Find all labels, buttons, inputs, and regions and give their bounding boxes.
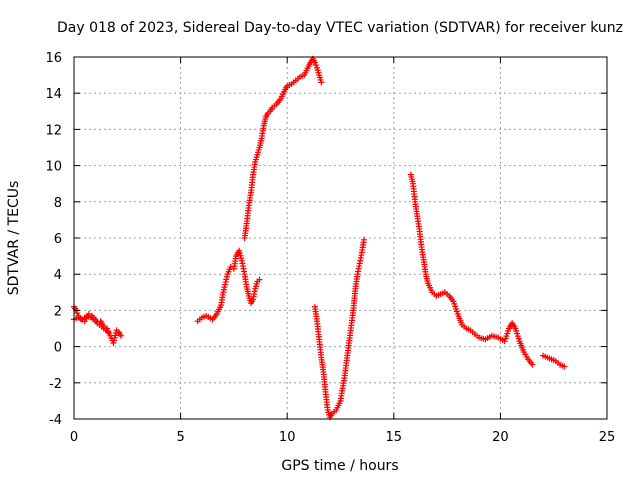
series-seg1b bbox=[71, 312, 112, 336]
y-tick-label: 8 bbox=[54, 196, 62, 211]
y-tick-label: 2 bbox=[54, 304, 62, 319]
data-point bbox=[117, 332, 124, 339]
data-points bbox=[71, 55, 568, 421]
data-point bbox=[312, 62, 319, 69]
y-tick-label: 14 bbox=[45, 87, 62, 102]
data-point bbox=[561, 363, 568, 370]
axis-ticks bbox=[73, 56, 608, 420]
y-tick-label: 12 bbox=[45, 123, 62, 138]
x-tick-labels: 0 5 10 15 20 25 bbox=[70, 430, 615, 445]
x-tick-label: 10 bbox=[279, 430, 296, 445]
data-point bbox=[74, 310, 81, 317]
data-point bbox=[311, 59, 318, 66]
series-seg3 bbox=[241, 55, 325, 241]
x-axis-title: GPS time / hours bbox=[281, 458, 398, 474]
y-tick-label: 6 bbox=[54, 232, 62, 247]
data-point bbox=[318, 79, 325, 86]
x-tick-label: 20 bbox=[492, 430, 509, 445]
y-tick-label: -2 bbox=[49, 377, 62, 392]
chart-title: Day 018 of 2023, Sidereal Day-to-day VTE… bbox=[57, 20, 623, 36]
x-tick-label: 5 bbox=[176, 430, 184, 445]
data-point bbox=[529, 361, 536, 368]
x-tick-label: 15 bbox=[386, 430, 403, 445]
grid bbox=[74, 57, 607, 419]
x-tick-label: 0 bbox=[70, 430, 78, 445]
data-point bbox=[227, 263, 234, 270]
y-axis-title: SDTVAR / TECUs bbox=[6, 181, 22, 296]
y-tick-label: 16 bbox=[45, 51, 62, 66]
data-point bbox=[256, 276, 263, 283]
data-point bbox=[105, 329, 112, 336]
data-point bbox=[360, 236, 367, 243]
y-tick-label: 0 bbox=[54, 341, 62, 356]
series-seg6 bbox=[540, 352, 568, 370]
y-tick-labels: -4 -2 0 2 4 6 8 10 12 14 16 bbox=[45, 51, 62, 428]
y-tick-label: 10 bbox=[45, 160, 62, 175]
series-seg4 bbox=[311, 236, 367, 421]
series-seg2 bbox=[194, 247, 263, 325]
y-tick-label: 4 bbox=[54, 268, 62, 283]
series-seg5 bbox=[407, 171, 536, 368]
x-tick-label: 25 bbox=[599, 430, 616, 445]
y-tick-label: -4 bbox=[49, 413, 62, 428]
